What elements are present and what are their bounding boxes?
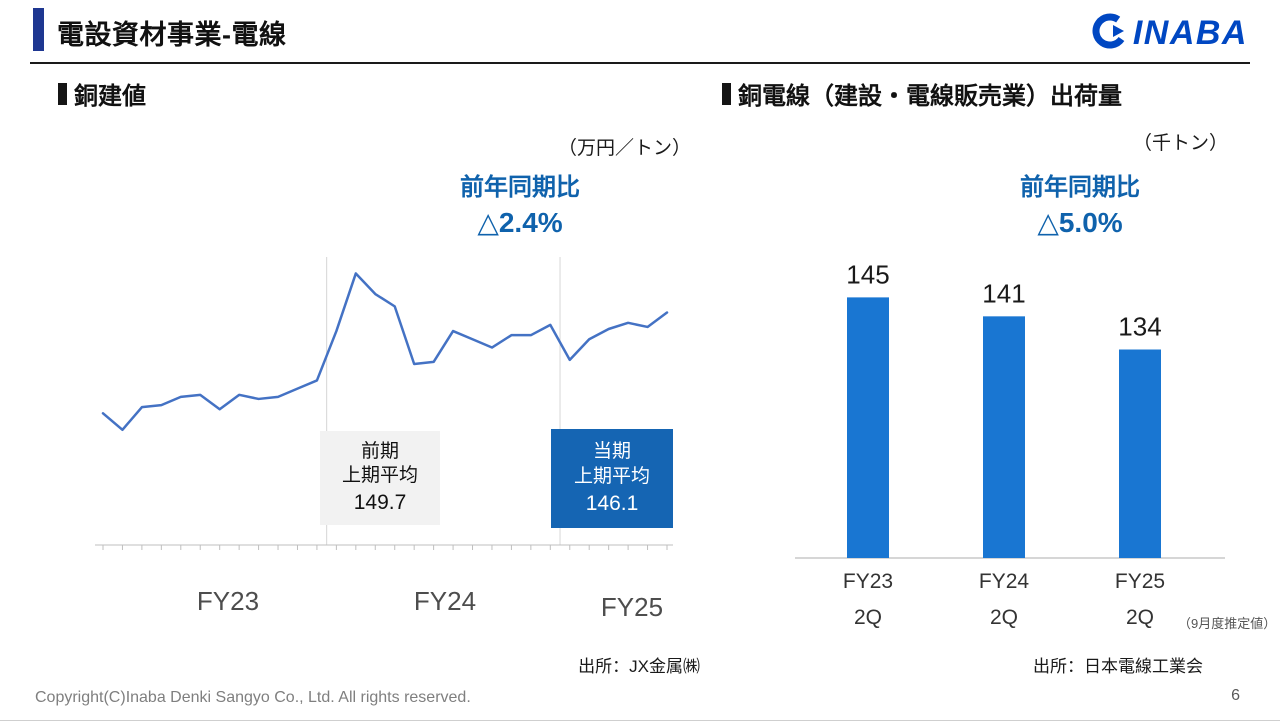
right-yoy-block: 前年同期比 △5.0%	[970, 172, 1190, 242]
bar-category-fy23: FY23 2Q	[818, 570, 918, 630]
bar-category-fy24: FY24 2Q	[954, 570, 1054, 630]
bar-cat-fy-label: FY25	[1114, 570, 1166, 593]
bar-value-label: 145	[846, 259, 889, 289]
shipment-bar	[983, 316, 1025, 558]
bar-cat-fy-label: FY24	[978, 570, 1030, 593]
inaba-logo-icon	[1092, 13, 1128, 54]
title-accent-bar	[33, 8, 44, 51]
prev-box-line1: 前期	[360, 440, 399, 462]
copyright-text: Copyright(C)Inaba Denki Sangyo Co., Ltd.…	[35, 689, 471, 706]
section-title-shipments-label: 銅電線（建設・電線販売業）出荷量	[738, 83, 1122, 110]
shipment-bar-chart: 145 141 134	[790, 240, 1230, 570]
curr-box-line2: 上期平均	[573, 465, 650, 487]
shipment-bar	[1119, 349, 1161, 558]
right-yoy-label: 前年同期比	[1020, 174, 1140, 201]
line-x-label-fy24: FY24	[413, 586, 477, 616]
bar-category-fy25: FY25 2Q	[1090, 570, 1190, 630]
header-divider	[30, 62, 1250, 64]
section-title-shipments: 銅電線（建設・電線販売業）出荷量	[722, 76, 1122, 111]
right-chart-source: 出所：日本電線工業会	[1033, 657, 1203, 676]
current-half-average-box: 当期 上期平均 146.1	[551, 429, 673, 528]
price-line-series	[101, 272, 669, 432]
page-number: 6	[1231, 687, 1240, 704]
line-x-label-fy23: FY23	[196, 586, 260, 616]
left-yoy-block: 前年同期比 △2.4%	[410, 172, 630, 242]
right-chart-unit-label: （千トン）	[1133, 133, 1229, 154]
previous-half-average-box: 前期 上期平均 149.7	[320, 431, 440, 525]
line-x-label-fy25: FY25	[600, 592, 664, 622]
shipment-bar	[847, 297, 889, 558]
inaba-logo: INABA	[1092, 13, 1248, 54]
inaba-logo-text: INABA	[1132, 14, 1248, 52]
bar-value-label: 141	[982, 278, 1025, 308]
curr-box-line1: 当期	[592, 441, 631, 463]
prev-box-value: 149.7	[353, 491, 407, 515]
bar-cat-q-label: 2Q	[853, 606, 882, 629]
bar-cat-q-label: 2Q	[1125, 606, 1154, 629]
bar-value-label: 134	[1118, 312, 1161, 342]
left-chart-source: 出所：JX金属㈱	[578, 657, 700, 676]
left-yoy-value: △2.4%	[477, 207, 563, 239]
section-marker-icon	[58, 82, 67, 105]
curr-box-value: 146.1	[585, 491, 639, 515]
bar-chart-svg: 145 141 134	[795, 259, 1225, 559]
left-chart-unit-label: （万円／トン）	[558, 138, 692, 159]
left-yoy-label: 前年同期比	[460, 174, 580, 201]
section-marker-icon	[722, 82, 731, 105]
estimate-note: （9月度推定値）	[1178, 616, 1277, 631]
right-yoy-value: △5.0%	[1037, 207, 1123, 239]
prev-box-line2: 上期平均	[341, 465, 418, 487]
section-title-copper-price: 銅建値	[58, 76, 146, 111]
section-title-copper-price-label: 銅建値	[74, 83, 146, 110]
bar-cat-q-label: 2Q	[989, 606, 1018, 629]
page-title: 電設資材事業-電線	[57, 20, 287, 50]
bar-cat-fy-label: FY23	[842, 570, 894, 593]
